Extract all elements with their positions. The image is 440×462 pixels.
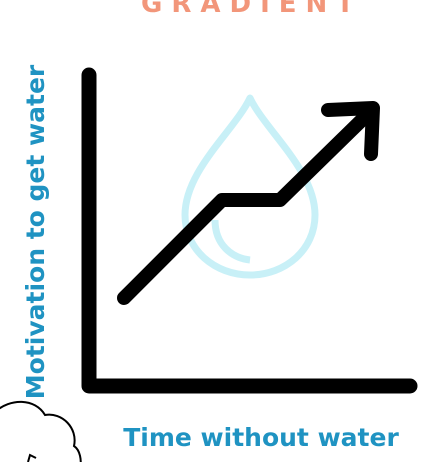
trend-arrow: [117, 101, 380, 305]
water-drop-icon: [181, 94, 319, 279]
cloud-detail: [27, 453, 37, 462]
cloud-icon: [0, 400, 82, 462]
x-axis-label: Time without water: [123, 423, 399, 452]
y-axis-label: Motivation to get water: [21, 64, 50, 399]
axes: [81, 67, 418, 394]
title: GRADIENT: [141, 0, 363, 19]
